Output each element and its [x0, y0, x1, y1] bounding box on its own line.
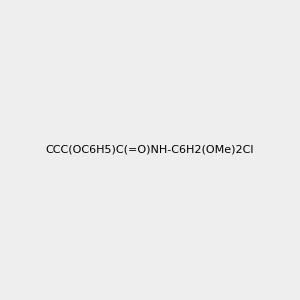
Text: CCC(OC6H5)C(=O)NH-C6H2(OMe)2Cl: CCC(OC6H5)C(=O)NH-C6H2(OMe)2Cl — [46, 145, 254, 155]
